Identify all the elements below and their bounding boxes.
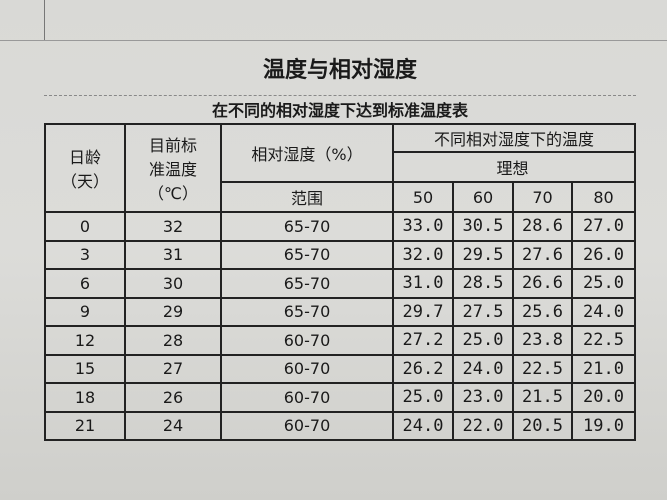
cell-temp-80: 24.0: [570, 296, 637, 327]
cell-temp-80: 26.0: [570, 239, 637, 270]
header-humidity-70: 70: [512, 181, 573, 213]
cell-age: 21: [44, 410, 126, 441]
cell-range: 65-70: [220, 268, 394, 299]
header-humidity-80: 80: [570, 181, 637, 213]
cell-std-temp: 29: [124, 296, 222, 327]
cell-temp-70: 25.6: [512, 296, 573, 327]
cell-temp-70: 28.6: [512, 211, 573, 242]
header-blank: [572, 151, 637, 183]
header-humidity: 相对湿度（%）: [220, 123, 394, 183]
cell-temp-50: 32.0: [392, 239, 454, 270]
gridline: [0, 40, 667, 41]
cell-temp-80: 27.0: [570, 211, 637, 242]
table-row: 15 27 60-70 26.2 24.0 22.5 21.0: [44, 353, 637, 384]
temperature-humidity-table: 日龄 （天） 目前标 准温度 （℃） 相对湿度（%） 不同相对湿度下的温度 理想 范围…: [44, 123, 637, 441]
header-temp-group: 不同相对湿度下的温度: [391, 123, 637, 153]
cell-temp-60: 27.5: [452, 296, 514, 327]
header-ideal: 理想: [453, 151, 572, 183]
cell-temp-60: 29.5: [452, 239, 514, 270]
table-row: 12 28 60-70 27.2 25.0 23.8 22.5: [44, 325, 637, 356]
cell-range: 60-70: [220, 353, 394, 384]
cell-range: 60-70: [220, 382, 394, 413]
table-row: 9 29 65-70 29.7 27.5 25.6 24.0: [44, 296, 637, 327]
table-row: 18 26 60-70 25.0 23.0 21.5 20.0: [44, 382, 637, 413]
cell-temp-80: 21.0: [570, 353, 637, 384]
cell-std-temp: 24: [124, 410, 222, 441]
cell-temp-60: 22.0: [452, 410, 514, 441]
header-blank: [392, 151, 453, 183]
header-age: 日龄 （天）: [44, 123, 126, 213]
cell-temp-50: 26.2: [392, 353, 454, 384]
table-subtitle: 在不同的相对湿度下达到标准温度表: [211, 101, 468, 120]
cell-std-temp: 27: [124, 353, 222, 384]
cell-std-temp: 30: [124, 268, 222, 299]
cell-std-temp: 32: [124, 211, 222, 242]
cell-temp-80: 20.0: [570, 382, 637, 413]
header-humidity-50: 50: [392, 181, 454, 213]
table-row: 3 31 65-70 32.0 29.5 27.6 26.0: [44, 239, 637, 270]
cell-temp-50: 33.0: [392, 211, 454, 242]
cell-temp-70: 20.5: [512, 410, 573, 441]
cell-temp-60: 24.0: [452, 353, 514, 384]
cell-temp-70: 26.6: [512, 268, 573, 299]
cell-age: 12: [44, 325, 126, 356]
cell-temp-50: 31.0: [392, 268, 454, 299]
cell-range: 65-70: [220, 211, 394, 242]
header-std-temp: 目前标 准温度 （℃）: [124, 123, 222, 213]
cell-temp-80: 25.0: [570, 268, 637, 299]
cell-range: 65-70: [220, 296, 394, 327]
cell-age: 15: [44, 353, 126, 384]
cell-age: 18: [44, 382, 126, 413]
table-row: 6 30 65-70 31.0 28.5 26.6 25.0: [44, 268, 637, 299]
cell-range: 65-70: [220, 239, 394, 270]
cell-temp-60: 25.0: [452, 325, 514, 356]
cell-std-temp: 28: [124, 325, 222, 356]
cell-temp-80: 19.0: [570, 410, 637, 441]
header-range: 范围: [220, 181, 394, 213]
cell-std-temp: 31: [124, 239, 222, 270]
cell-age: 9: [44, 296, 126, 327]
cell-std-temp: 26: [124, 382, 222, 413]
cell-temp-50: 29.7: [392, 296, 454, 327]
cell-age: 6: [44, 268, 126, 299]
cell-temp-70: 27.6: [512, 239, 573, 270]
table-row: 0 32 65-70 33.0 30.5 28.6 27.0: [44, 211, 637, 242]
header-humidity-60: 60: [452, 181, 514, 213]
cell-range: 60-70: [220, 410, 394, 441]
table-row: 21 24 60-70 24.0 22.0 20.5 19.0: [44, 410, 637, 441]
cell-temp-50: 24.0: [392, 410, 454, 441]
cell-temp-80: 22.5: [570, 325, 637, 356]
cell-temp-60: 28.5: [452, 268, 514, 299]
table-title: 温度与相对湿度: [44, 40, 636, 96]
cell-temp-70: 22.5: [512, 353, 573, 384]
cell-temp-50: 25.0: [392, 382, 454, 413]
cell-temp-60: 30.5: [452, 211, 514, 242]
cell-temp-50: 27.2: [392, 325, 454, 356]
cell-age: 0: [44, 211, 126, 242]
cell-temp-60: 23.0: [452, 382, 514, 413]
cell-range: 60-70: [220, 325, 394, 356]
gridline: [44, 0, 45, 40]
cell-age: 3: [44, 239, 126, 270]
cell-temp-70: 23.8: [512, 325, 573, 356]
cell-temp-70: 21.5: [512, 382, 573, 413]
